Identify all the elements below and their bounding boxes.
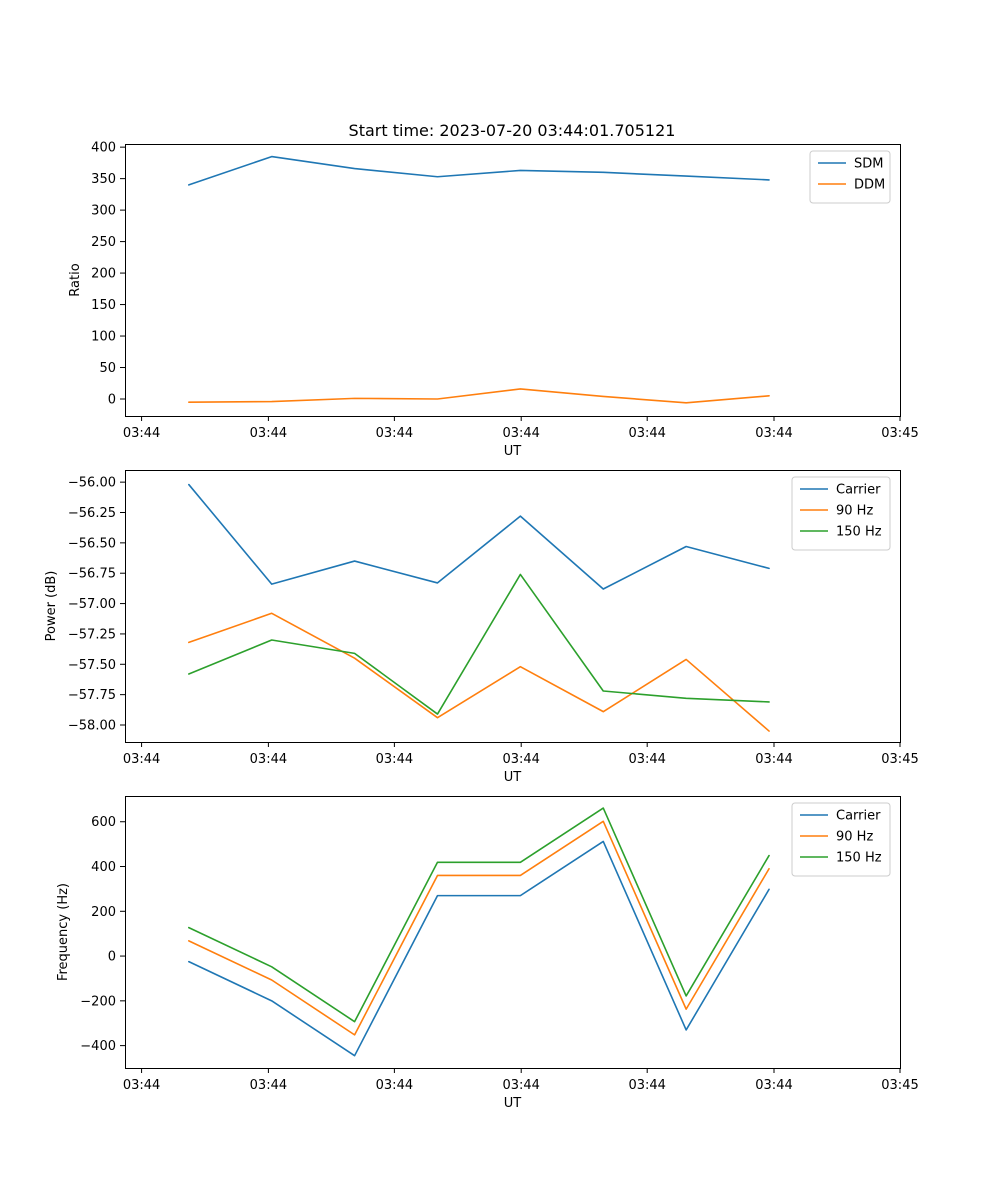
y-tick-label: 0 [108,950,116,965]
x-tick-label: 03:44 [502,752,539,767]
x-tick-label: 03:44 [376,1078,413,1093]
y-tick-label: 100 [91,330,116,345]
series-line-carrier [188,840,770,1057]
x-tick-label: 03:44 [502,426,539,441]
axes-frame [125,144,901,417]
chart-panel-1: 03:44 03:44 03:44 03:44 03:44 03:44 03:45 0 50 10… [68,141,919,459]
chart-panel-3: 03:44 03:44 03:44 03:44 03:44 03:44 03:45 600 40… [56,796,919,1111]
x-tick-label: 03:44 [123,1078,160,1093]
series-line-90-hz [188,820,770,1036]
y-tick-label: −200 [80,994,116,1009]
x-tick-label: 03:44 [628,752,665,767]
y-tick-label: 50 [99,361,116,376]
series-line-150-hz [188,573,770,715]
y-axis-label: Ratio [68,263,83,296]
legend: SDM DDM [809,150,891,204]
y-tick-label: −56.75 [68,567,116,582]
x-tick-label: 03:44 [755,752,792,767]
x-tick-label: 03:44 [755,426,792,441]
y-tick-label: −400 [80,1039,116,1054]
y-tick-label: −57.50 [68,658,116,673]
series-line-150-hz [188,807,770,1023]
legend-entry: 150 Hz [836,525,882,540]
y-tick-label: 350 [91,172,116,187]
x-tick-label: 03:45 [881,752,918,767]
legend: Carrier 90 Hz 150 Hz [791,476,891,551]
x-tick-label: 03:45 [881,1078,918,1093]
x-axis-label: UT [504,1096,522,1111]
legend-entry: 90 Hz [836,830,873,845]
x-tick-label: 03:44 [376,752,413,767]
legend-frame [809,150,891,204]
y-tick-label: −57.25 [68,627,116,642]
y-tick-label: −58.00 [68,719,116,734]
series-line-ddm [188,388,770,404]
x-tick-label: 03:44 [250,426,287,441]
series-line-carrier [188,483,770,590]
y-tick-label: −57.75 [68,688,116,703]
x-axis-label: UT [504,444,522,459]
y-tick-label: 400 [91,141,116,156]
y-tick-label: 150 [91,298,116,313]
y-tick-label: −57.00 [68,597,116,612]
x-tick-label: 03:44 [628,426,665,441]
y-tick-label: 400 [91,860,116,875]
legend-entry: Carrier [836,809,881,824]
x-tick-label: 03:44 [502,1078,539,1093]
x-axis-label: UT [504,770,522,785]
x-tick-label: 03:44 [250,1078,287,1093]
legend-entry: 150 Hz [836,851,882,866]
legend-entry: Carrier [836,483,881,498]
y-tick-label: −56.25 [68,506,116,521]
figure-title: Start time: 2023-07-20 03:44:01.705121 [349,121,676,140]
legend: Carrier 90 Hz 150 Hz [791,802,891,877]
y-axis-label: Power (dB) [44,571,59,642]
x-tick-label: 03:44 [123,426,160,441]
axes-frame [125,796,901,1069]
y-tick-label: 600 [91,815,116,830]
y-tick-label: −56.50 [68,536,116,551]
y-tick-label: 200 [91,267,116,282]
legend-entry: DDM [854,178,885,193]
x-tick-label: 03:44 [628,1078,665,1093]
x-tick-label: 03:44 [376,426,413,441]
x-tick-label: 03:45 [881,426,918,441]
y-tick-label: −56.00 [68,476,116,491]
axes-frame [125,470,901,743]
y-tick-label: 200 [91,905,116,920]
y-axis-label: Frequency (Hz) [56,883,71,981]
legend-entry: SDM [854,157,883,172]
y-tick-label: 300 [91,204,116,219]
series-line-90-hz [188,612,770,732]
series-line-sdm [188,155,770,186]
legend-entry: 90 Hz [836,504,873,519]
x-tick-label: 03:44 [755,1078,792,1093]
y-tick-label: 0 [108,393,116,408]
y-tick-label: 250 [91,235,116,250]
x-tick-label: 03:44 [250,752,287,767]
chart-panel-2: 03:44 03:44 03:44 03:44 03:44 03:44 03:45 −56.0… [44,470,919,785]
x-tick-label: 03:44 [123,752,160,767]
